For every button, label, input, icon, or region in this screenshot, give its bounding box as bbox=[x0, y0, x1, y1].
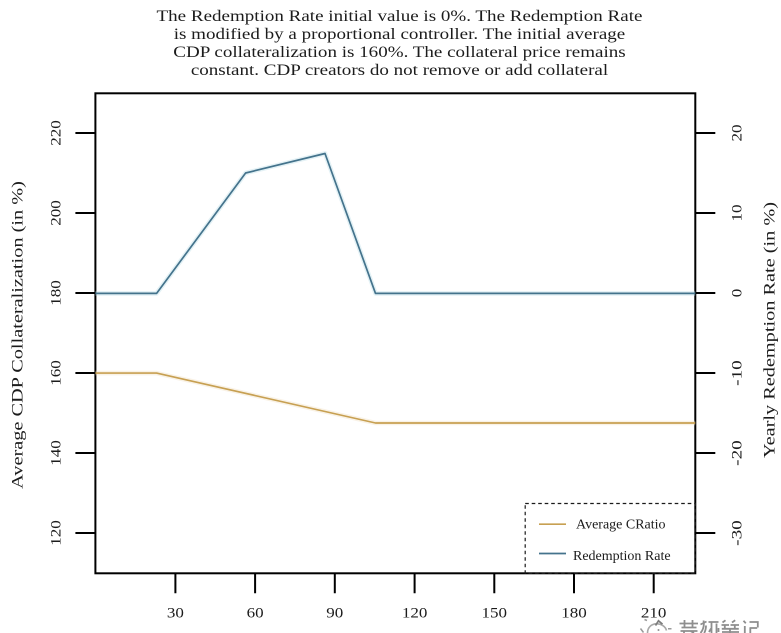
svg-text:60: 60 bbox=[247, 605, 264, 621]
svg-text:210: 210 bbox=[641, 605, 667, 621]
svg-text:constant. CDP creators do not: constant. CDP creators do not remove or … bbox=[191, 60, 608, 78]
svg-text:Redemption Rate: Redemption Rate bbox=[573, 549, 671, 564]
svg-text:120: 120 bbox=[48, 520, 64, 546]
svg-text:140: 140 bbox=[48, 440, 64, 466]
svg-text:CDP collateralization is 160%.: CDP collateralization is 160%. The colla… bbox=[173, 42, 626, 60]
svg-text:The Redemption Rate initial va: The Redemption Rate initial value is 0%.… bbox=[157, 6, 643, 24]
svg-text:160: 160 bbox=[48, 360, 64, 386]
svg-text:180: 180 bbox=[48, 280, 64, 306]
svg-text:200: 200 bbox=[48, 200, 64, 226]
svg-text:-20: -20 bbox=[729, 440, 745, 466]
svg-text:30: 30 bbox=[167, 605, 184, 621]
svg-text:10: 10 bbox=[729, 204, 745, 221]
svg-text:90: 90 bbox=[326, 605, 343, 621]
svg-text:-30: -30 bbox=[729, 520, 745, 546]
svg-text:150: 150 bbox=[482, 605, 508, 621]
svg-text:-10: -10 bbox=[729, 360, 745, 386]
svg-text:120: 120 bbox=[402, 605, 428, 621]
svg-text:Average CDP Collateralization: Average CDP Collateralization (in %) bbox=[9, 181, 27, 489]
svg-text:is modified by a proportional: is modified by a proportional controller… bbox=[174, 24, 626, 42]
svg-text:180: 180 bbox=[561, 605, 587, 621]
svg-text:20: 20 bbox=[729, 124, 745, 141]
svg-text:Average CRatio: Average CRatio bbox=[576, 517, 666, 532]
svg-text:220: 220 bbox=[48, 120, 64, 146]
svg-text:0: 0 bbox=[729, 289, 745, 298]
svg-text:Yearly Redemption Rate (in %): Yearly Redemption Rate (in %) bbox=[761, 202, 779, 458]
